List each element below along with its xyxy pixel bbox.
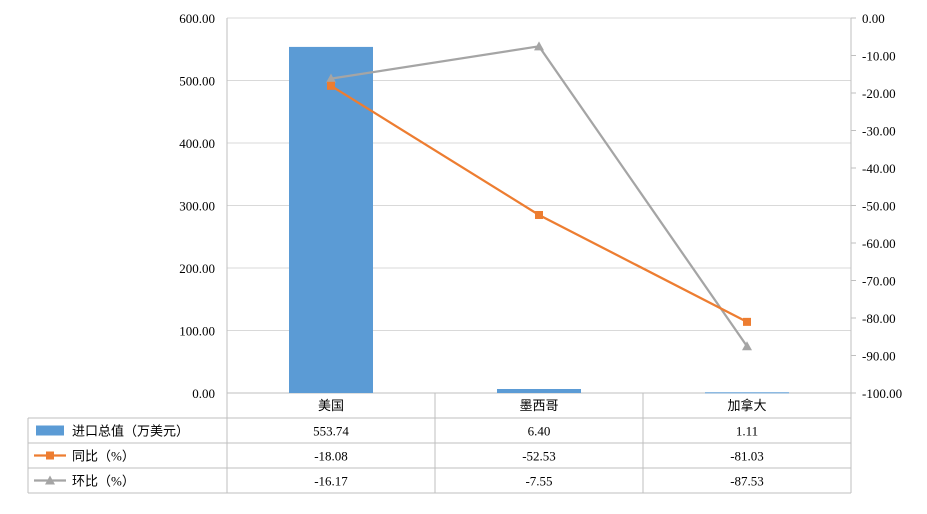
y-left-tick-label: 200.00 xyxy=(179,261,215,276)
y-right-tick-label: -30.00 xyxy=(862,124,896,139)
legend-key xyxy=(46,451,54,460)
y-left-tick-label: 300.00 xyxy=(179,199,215,214)
point-marker xyxy=(327,81,335,90)
table-value: -81.03 xyxy=(730,449,764,464)
point-marker xyxy=(326,73,336,83)
table-value: -52.53 xyxy=(522,449,556,464)
table-value: -18.08 xyxy=(314,449,348,464)
point-marker xyxy=(535,210,543,219)
table-value: 6.40 xyxy=(528,424,551,439)
y-right-tick-label: -50.00 xyxy=(862,199,896,214)
y-right-tick-label: -20.00 xyxy=(862,86,896,101)
x-tick-label: 加拿大 xyxy=(727,398,766,413)
series-line xyxy=(330,45,748,347)
point-marker xyxy=(742,341,752,351)
y-right-tick-label: -90.00 xyxy=(862,349,896,364)
legend-label: 进口总值（万美元） xyxy=(72,424,189,439)
table-value: -87.53 xyxy=(730,474,764,489)
y-right-tick-label: -100.00 xyxy=(862,386,902,401)
y-right-tick-label: -80.00 xyxy=(862,311,896,326)
table-value: 553.74 xyxy=(313,424,349,439)
y-right-tick-label: -70.00 xyxy=(862,274,896,289)
legend-label: 环比（%） xyxy=(72,474,135,489)
y-right-tick-label: -60.00 xyxy=(862,236,896,251)
legend-key xyxy=(45,475,55,485)
y-right-tick-label: 0.00 xyxy=(862,11,885,26)
y-left-tick-label: 100.00 xyxy=(179,324,215,339)
table-value: 1.11 xyxy=(736,424,758,439)
y-left-tick-label: 500.00 xyxy=(179,74,215,89)
bar xyxy=(289,46,373,393)
point-marker xyxy=(534,41,544,51)
y-right-tick-label: -10.00 xyxy=(862,49,896,64)
y-left-tick-label: 0.00 xyxy=(192,386,215,401)
point-marker xyxy=(743,317,751,326)
y-left-tick-label: 600.00 xyxy=(179,11,215,26)
bar xyxy=(497,389,581,393)
legend-key xyxy=(36,425,64,436)
bar xyxy=(705,392,789,394)
x-tick-label: 墨西哥 xyxy=(519,398,558,413)
table-value: -7.55 xyxy=(525,474,552,489)
y-left-tick-label: 400.00 xyxy=(179,136,215,151)
y-right-tick-label: -40.00 xyxy=(862,161,896,176)
x-tick-label: 美国 xyxy=(318,398,344,413)
table-value: -16.17 xyxy=(314,474,348,489)
series-line xyxy=(330,84,748,323)
legend-label: 同比（%） xyxy=(72,449,135,464)
